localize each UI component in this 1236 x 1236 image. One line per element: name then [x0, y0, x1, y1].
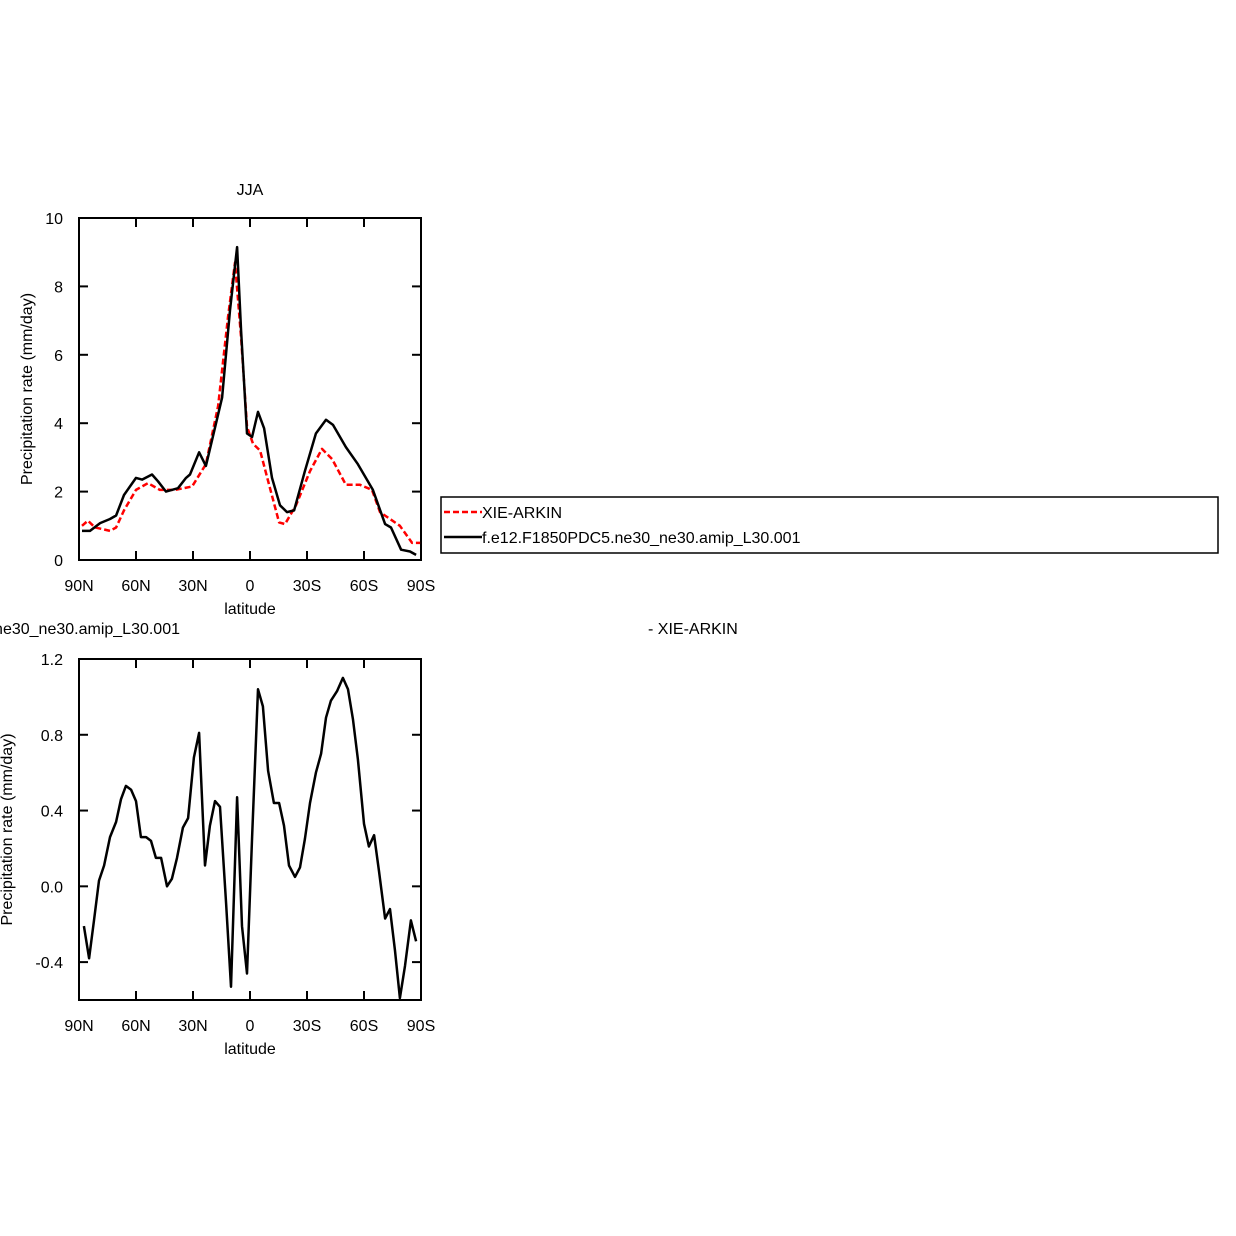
x-tick-label: 90S: [407, 1018, 435, 1035]
x-axis-label: latitude: [224, 1041, 276, 1058]
legend-label: XIE-ARKIN: [482, 505, 562, 522]
x-axis-label: latitude: [224, 601, 276, 618]
x-tick-label: 60N: [121, 578, 150, 595]
y-axis-label: Precipitation rate (mm/day): [19, 293, 36, 485]
x-tick-label: 60S: [350, 1018, 378, 1035]
x-tick-label: 90N: [64, 578, 93, 595]
plot-frame: [78, 217, 422, 561]
plot-frame: [78, 658, 422, 1001]
x-tick-label: 90S: [407, 578, 435, 595]
y-tick-label: -0.4: [35, 955, 63, 972]
chart-title-right: - XIE-ARKIN: [648, 621, 738, 638]
series-line: [82, 676, 418, 1000]
x-tick-label: 0: [246, 578, 255, 595]
y-tick-label: 2: [54, 485, 63, 502]
y-tick-label: 0: [54, 553, 63, 570]
y-tick-label: 0.8: [41, 728, 63, 745]
y-tick-label: 0.4: [41, 804, 63, 821]
x-tick-label: 30S: [293, 578, 321, 595]
chart-title: f.e12.F1850PDC5.ne30_ne30.amip_L30.001: [0, 621, 180, 638]
y-tick-label: 0.0: [41, 879, 63, 896]
x-tick-label: 90N: [64, 1018, 93, 1035]
legend-box: [440, 496, 1219, 554]
y-tick-label: 6: [54, 348, 63, 365]
y-tick-label: 4: [54, 416, 63, 433]
series-line: [81, 261, 421, 545]
y-axis-label: Precipitation rate (mm/day): [0, 733, 16, 925]
y-tick-label: 8: [54, 279, 63, 296]
x-tick-label: 60S: [350, 578, 378, 595]
x-tick-label: 60N: [121, 1018, 150, 1035]
legend: XIE-ARKIN f.e12.F1850PDC5.ne30_ne30.amip_…: [440, 496, 1219, 554]
x-tick-label: 30N: [178, 1018, 207, 1035]
legend-label: f.e12.F1850PDC5.ne30_ne30.amip_L30.001: [482, 530, 801, 547]
x-tick-label: 30S: [293, 1018, 321, 1035]
x-tick-label: 30N: [178, 578, 207, 595]
chart-title: JJA: [237, 182, 264, 199]
series-line: [82, 245, 417, 556]
x-tick-label: 0: [246, 1018, 255, 1035]
y-tick-label: 1.2: [41, 652, 63, 669]
y-tick-label: 10: [45, 211, 63, 228]
